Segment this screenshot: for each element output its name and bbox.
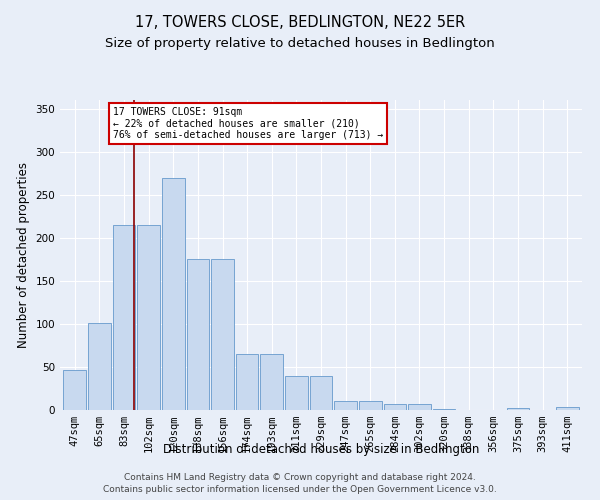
- Bar: [359, 402, 382, 410]
- Text: 17 TOWERS CLOSE: 91sqm
← 22% of detached houses are smaller (210)
76% of semi-de: 17 TOWERS CLOSE: 91sqm ← 22% of detached…: [113, 107, 383, 140]
- Text: 17, TOWERS CLOSE, BEDLINGTON, NE22 5ER: 17, TOWERS CLOSE, BEDLINGTON, NE22 5ER: [135, 15, 465, 30]
- Bar: [556, 408, 578, 410]
- Bar: [137, 225, 160, 410]
- Bar: [383, 404, 406, 410]
- Bar: [88, 323, 111, 410]
- Bar: [408, 404, 431, 410]
- Bar: [162, 178, 185, 410]
- Text: Contains HM Land Registry data © Crown copyright and database right 2024.
Contai: Contains HM Land Registry data © Crown c…: [103, 472, 497, 494]
- Bar: [285, 376, 308, 410]
- Text: Distribution of detached houses by size in Bedlington: Distribution of detached houses by size …: [163, 442, 479, 456]
- Bar: [236, 354, 259, 410]
- Bar: [506, 408, 529, 410]
- Bar: [211, 260, 234, 410]
- Bar: [113, 225, 136, 410]
- Y-axis label: Number of detached properties: Number of detached properties: [17, 162, 30, 348]
- Text: Size of property relative to detached houses in Bedlington: Size of property relative to detached ho…: [105, 38, 495, 51]
- Bar: [334, 402, 357, 410]
- Bar: [187, 260, 209, 410]
- Bar: [433, 409, 455, 410]
- Bar: [64, 370, 86, 410]
- Bar: [260, 354, 283, 410]
- Bar: [310, 376, 332, 410]
